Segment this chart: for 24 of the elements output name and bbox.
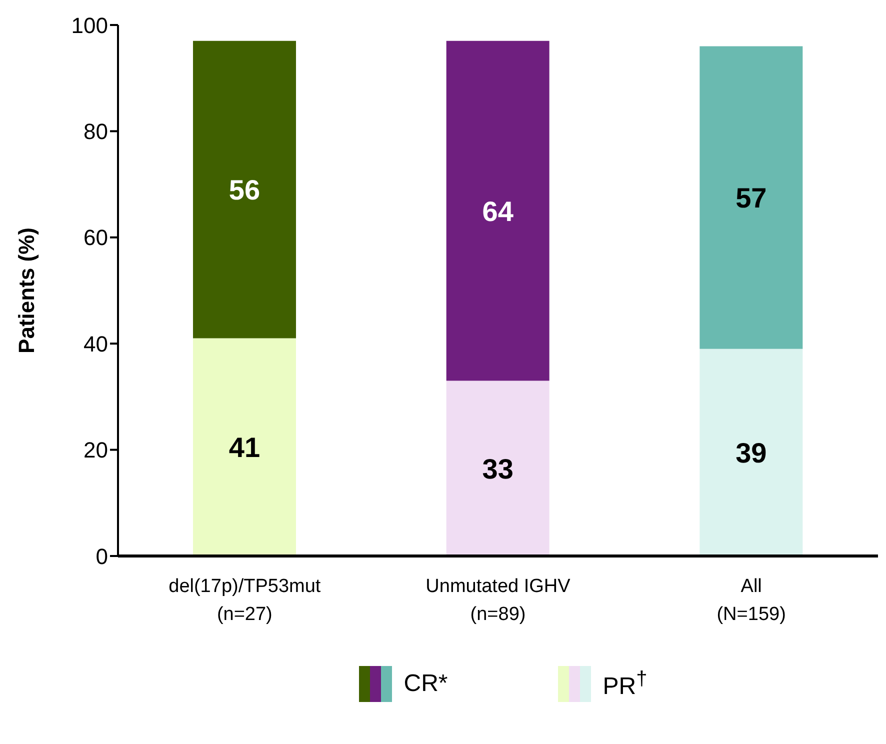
data-label: 56: [228, 174, 260, 206]
legend-label: PR$^{†}$: [602, 668, 648, 700]
bar: [446, 40, 550, 381]
y-tick-label: 100: [71, 12, 108, 38]
y-tick-label: 40: [84, 331, 108, 356]
bar: [193, 338, 296, 556]
bar: [700, 46, 803, 349]
y-axis-title: Patients (%): [14, 228, 39, 354]
y-tick-label: 0: [96, 544, 108, 569]
y-tick-label: 80: [84, 119, 108, 144]
data-label: 41: [228, 432, 260, 464]
bar: [193, 40, 296, 338]
legend-label: CR*: [404, 670, 448, 698]
data-label: 39: [736, 437, 767, 468]
x-tick-label: Unmutated IGHV (n=89): [426, 576, 571, 625]
data-label: 33: [482, 453, 514, 484]
y-tick-label: 20: [84, 438, 108, 463]
x-tick-label: All (N=159): [716, 576, 786, 625]
data-label: 64: [482, 196, 514, 227]
data-label: 57: [736, 182, 767, 214]
bar: [700, 348, 803, 556]
y-tick-label: 60: [84, 225, 108, 250]
x-tick-label: del(17p)/TP53mut (n=27): [168, 576, 322, 625]
bar: [446, 380, 550, 556]
